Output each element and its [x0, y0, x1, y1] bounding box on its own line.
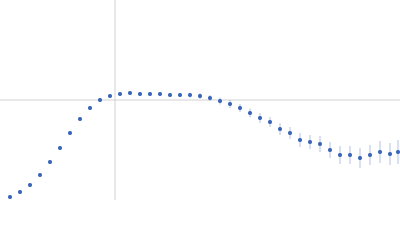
data-point: [288, 131, 292, 135]
data-point: [168, 93, 172, 97]
data-point: [248, 111, 252, 115]
data-point: [38, 173, 42, 177]
data-point: [388, 152, 392, 156]
data-point: [358, 156, 362, 160]
data-point: [18, 190, 22, 194]
data-point: [118, 92, 122, 96]
data-point: [348, 153, 352, 157]
data-point: [48, 160, 52, 164]
data-point: [278, 127, 282, 131]
chart: [0, 0, 400, 200]
data-point: [148, 92, 152, 96]
data-point: [78, 117, 82, 121]
data-point: [368, 153, 372, 157]
data-point: [218, 99, 222, 103]
data-point: [88, 106, 92, 110]
data-point: [238, 106, 242, 110]
data-point: [188, 93, 192, 97]
data-point: [396, 150, 400, 154]
data-point: [108, 94, 112, 98]
data-point: [308, 140, 312, 144]
data-point: [158, 92, 162, 96]
data-point: [328, 148, 332, 152]
data-point: [8, 195, 12, 199]
data-point: [198, 94, 202, 98]
data-point: [318, 142, 322, 146]
data-point: [258, 116, 262, 120]
data-point: [268, 120, 272, 124]
data-point: [28, 183, 32, 187]
data-point: [138, 92, 142, 96]
data-point: [128, 91, 132, 95]
data-point: [338, 153, 342, 157]
data-point: [68, 131, 72, 135]
data-point: [378, 150, 382, 154]
data-point: [178, 93, 182, 97]
data-point: [98, 98, 102, 102]
data-point: [298, 138, 302, 142]
data-point: [58, 146, 62, 150]
data-point: [228, 102, 232, 106]
data-point: [208, 96, 212, 100]
